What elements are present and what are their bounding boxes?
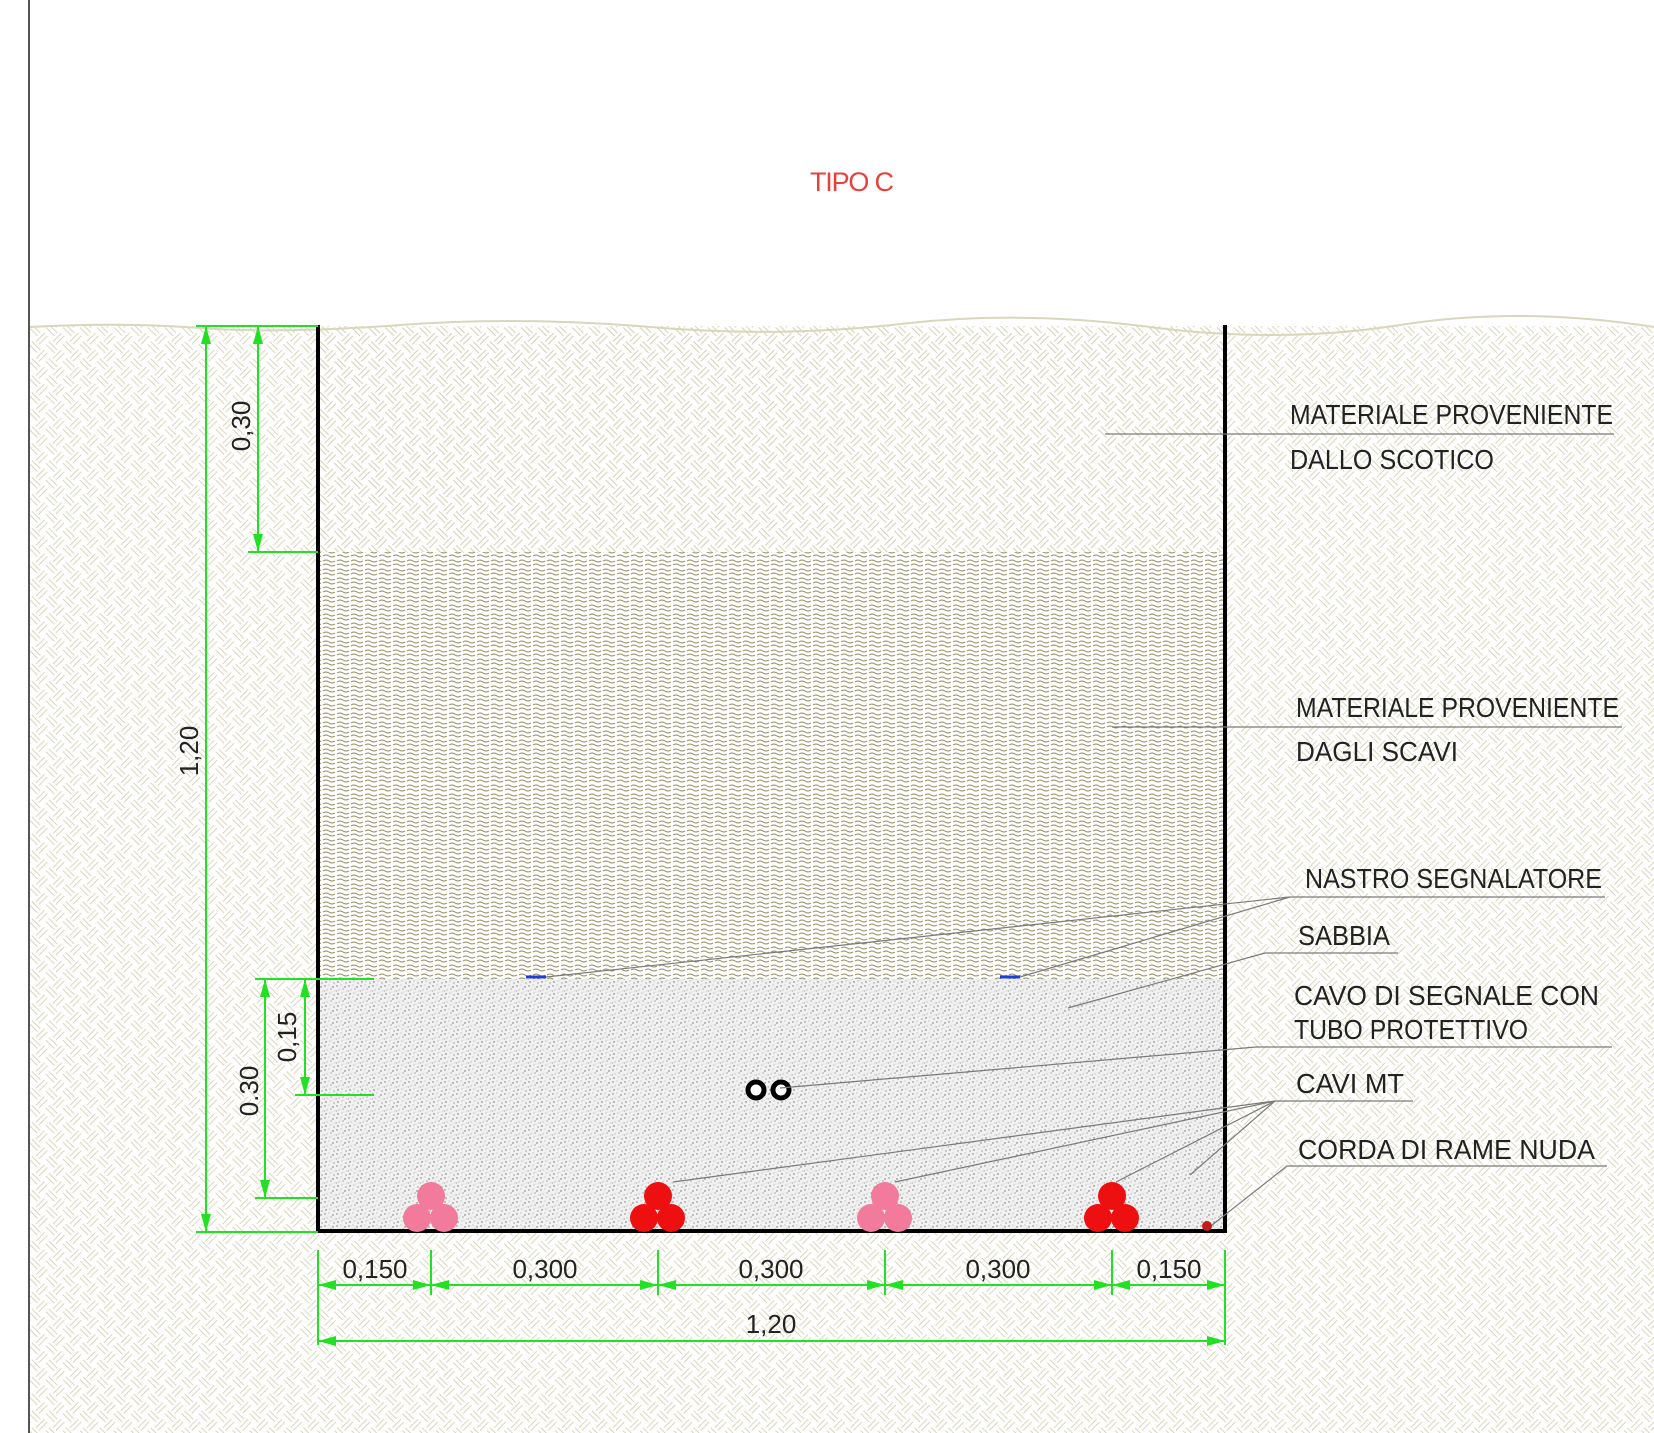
dim-h-4: 0,300 — [965, 1254, 1030, 1284]
label-signal-cable-line2: TUBO PROTETTIVO — [1294, 1014, 1528, 1045]
label-signal-cable-line1: CAVO DI SEGNALE CON — [1294, 980, 1599, 1011]
dim-h-total: 1,20 — [746, 1309, 797, 1339]
section-title: TIPO C — [810, 167, 894, 197]
dim-h-5: 0,150 — [1136, 1254, 1201, 1284]
bare-copper-wire — [1202, 1221, 1212, 1231]
dimension-arrows — [201, 326, 1225, 1346]
dim-v-sand-upper: 0,15 — [272, 1012, 302, 1063]
label-topsoil-line2: DALLO SCOTICO — [1290, 444, 1494, 475]
layer-excavated-fill-hatch — [319, 552, 1224, 979]
label-sand: SABBIA — [1298, 920, 1390, 951]
dim-h-1: 0,150 — [342, 1254, 407, 1284]
label-topsoil-line1: MATERIALE PROVENIENTE — [1290, 399, 1613, 430]
layer-topsoil — [319, 328, 1224, 552]
mt-cable-trefoil-3 — [857, 1182, 912, 1232]
layer-sand — [319, 979, 1224, 1230]
label-excavated-line2: DAGLI SCAVI — [1296, 736, 1458, 767]
signal-cable-pair — [745, 1079, 792, 1101]
dim-v-sand-total: 0.30 — [234, 1066, 264, 1117]
dim-h-3: 0,300 — [738, 1254, 803, 1284]
label-copper-wire: CORDA DI RAME NUDA — [1298, 1134, 1595, 1165]
mt-cable-trefoil-2 — [630, 1182, 685, 1232]
label-mt-cables: CAVI MT — [1296, 1068, 1404, 1099]
dimension-lines — [196, 325, 1226, 1345]
dim-v-topsoil: 0,30 — [226, 401, 256, 452]
mt-cable-trefoil-4 — [1084, 1182, 1139, 1232]
mt-cable-trefoil-1 — [403, 1182, 458, 1232]
leader-lines — [545, 433, 1622, 1226]
dim-v-total: 1,20 — [174, 726, 204, 777]
dim-h-2: 0,300 — [512, 1254, 577, 1284]
label-warning-tape: NASTRO SEGNALATORE — [1305, 863, 1602, 894]
label-excavated-line1: MATERIALE PROVENIENTE — [1296, 692, 1619, 723]
